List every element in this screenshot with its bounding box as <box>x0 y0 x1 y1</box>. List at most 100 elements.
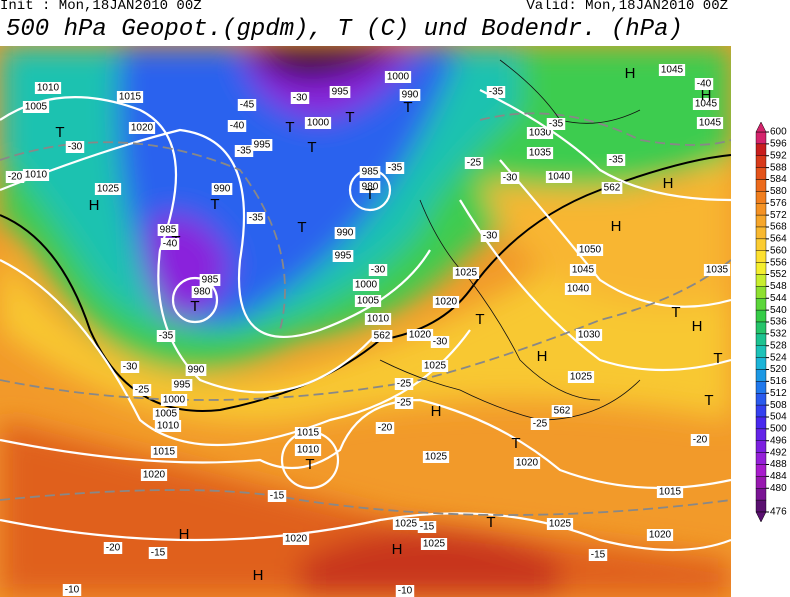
temperature-label-bg <box>417 521 437 533</box>
temperature-label-bg <box>546 118 566 130</box>
temperature-label: -25 <box>397 398 412 409</box>
temperature-label-bg <box>385 162 405 174</box>
colorbar-label: 496 <box>770 435 787 446</box>
isobar-label-bg <box>359 166 381 178</box>
colorbar-arrow-bottom <box>755 511 767 523</box>
colorbar-swatch <box>755 452 767 465</box>
isobar-label: 1040 <box>567 284 590 295</box>
pressure-center: T <box>671 304 680 321</box>
temperature-label-bg <box>5 171 25 183</box>
isobar-label-bg <box>352 279 380 291</box>
isobar-label-bg <box>251 139 273 151</box>
colorbar-label: 528 <box>770 340 787 351</box>
isobar-label-bg <box>384 71 412 83</box>
init-time: Init : Mon,18JAN2010 00Z <box>0 0 202 14</box>
colorbar-label: 596 <box>770 139 787 150</box>
temperature-label: -30 <box>483 231 498 242</box>
colorbar-label: 564 <box>770 234 787 245</box>
colorbar-swatch <box>755 416 767 430</box>
isobar-label-bg <box>191 286 213 298</box>
isobar-label: 980 <box>362 182 379 193</box>
isobar-label: 1010 <box>297 445 320 456</box>
isobar-label-bg <box>703 264 731 276</box>
temperature-label: -40 <box>230 121 245 132</box>
temperature-label-bg <box>160 238 180 250</box>
isobar-label: 1050 <box>579 245 602 256</box>
temperature-label: -30 <box>293 93 308 104</box>
temperature-label: -30 <box>68 142 83 153</box>
pressure-center: T <box>345 109 354 126</box>
colorbar-label: 488 <box>770 459 787 470</box>
colorbar-swatch <box>755 250 767 263</box>
temperature-label-bg <box>500 172 520 184</box>
isobar-label-bg <box>452 267 480 279</box>
isobar-label-bg <box>364 313 392 325</box>
isobar-label: 1020 <box>285 534 308 545</box>
isobar-label: 1025 <box>423 539 446 550</box>
isobar-label-bg <box>304 117 332 129</box>
temperature-label: -15 <box>151 548 166 559</box>
temperature-label-bg <box>368 264 388 276</box>
colorbar-label: 568 <box>770 222 787 233</box>
colorbar-swatch <box>755 393 767 406</box>
isobar-label-bg <box>576 244 604 256</box>
temperature-label-bg <box>694 78 714 90</box>
temperature-label-bg <box>267 490 287 502</box>
temperature-label-bg <box>156 330 176 342</box>
temperature-label: -15 <box>420 522 435 533</box>
colorbar-label: 532 <box>770 329 787 340</box>
isobar-label-bg <box>575 329 603 341</box>
isobar-label: 1010 <box>25 170 48 181</box>
isobar-label-bg <box>94 183 122 195</box>
pressure-center: T <box>704 392 713 409</box>
isobar-label: 1045 <box>572 265 595 276</box>
isobar-label: 1015 <box>119 92 142 103</box>
isobar-label: 1025 <box>549 519 572 530</box>
pressure-center: H <box>663 175 674 192</box>
isobar-label: 995 <box>335 251 352 262</box>
temperature-label-bg <box>120 361 140 373</box>
isobar-label: 1045 <box>695 99 718 110</box>
isobar-label: 1005 <box>25 102 48 113</box>
isobar-label-bg <box>420 538 448 550</box>
isobar-label-bg <box>294 427 322 439</box>
colorbar-label: 476 <box>770 507 787 518</box>
isobar-label: 1020 <box>143 470 166 481</box>
temperature-label: -35 <box>237 146 252 157</box>
temperature-label: -35 <box>249 213 264 224</box>
pressure-center: T <box>55 124 64 141</box>
isobar-label-bg <box>546 518 574 530</box>
isobar-label: 980 <box>194 287 211 298</box>
temperature-label-bg <box>464 157 484 169</box>
colorbar-swatch <box>755 131 767 145</box>
temperature-label: -35 <box>549 119 564 130</box>
colorbar-swatch <box>755 440 767 453</box>
temperature-label-bg <box>237 99 257 111</box>
colorbar-label: 512 <box>770 388 787 399</box>
temperature-label-bg <box>588 549 608 561</box>
isobar-label: 1010 <box>157 421 180 432</box>
colorbar-swatch <box>755 286 767 299</box>
pressure-center: H <box>692 318 703 335</box>
colorbar-label: 556 <box>770 257 787 268</box>
colorbar-swatch <box>755 476 767 489</box>
colorbar-swatch <box>755 333 767 346</box>
isobar-label-bg <box>211 183 233 195</box>
isobar-label-bg <box>422 451 450 463</box>
temperature-label-bg <box>234 145 254 157</box>
isobar-label-bg <box>569 264 597 276</box>
temperature-label: -20 <box>8 172 23 183</box>
temperature-label-bg <box>227 120 247 132</box>
isobar-label: 990 <box>188 365 205 376</box>
temperature-label: -35 <box>388 163 403 174</box>
isobar-label: 1025 <box>570 372 593 383</box>
colorbar-label: 492 <box>770 447 787 458</box>
isobar-label: 1005 <box>357 296 380 307</box>
geopotential-label-bg <box>371 330 393 342</box>
geopotential-label: 562 <box>554 406 571 417</box>
isobar-label-bg <box>22 169 50 181</box>
isobar-label: 1010 <box>367 314 390 325</box>
temperature-label: -20 <box>378 423 393 434</box>
